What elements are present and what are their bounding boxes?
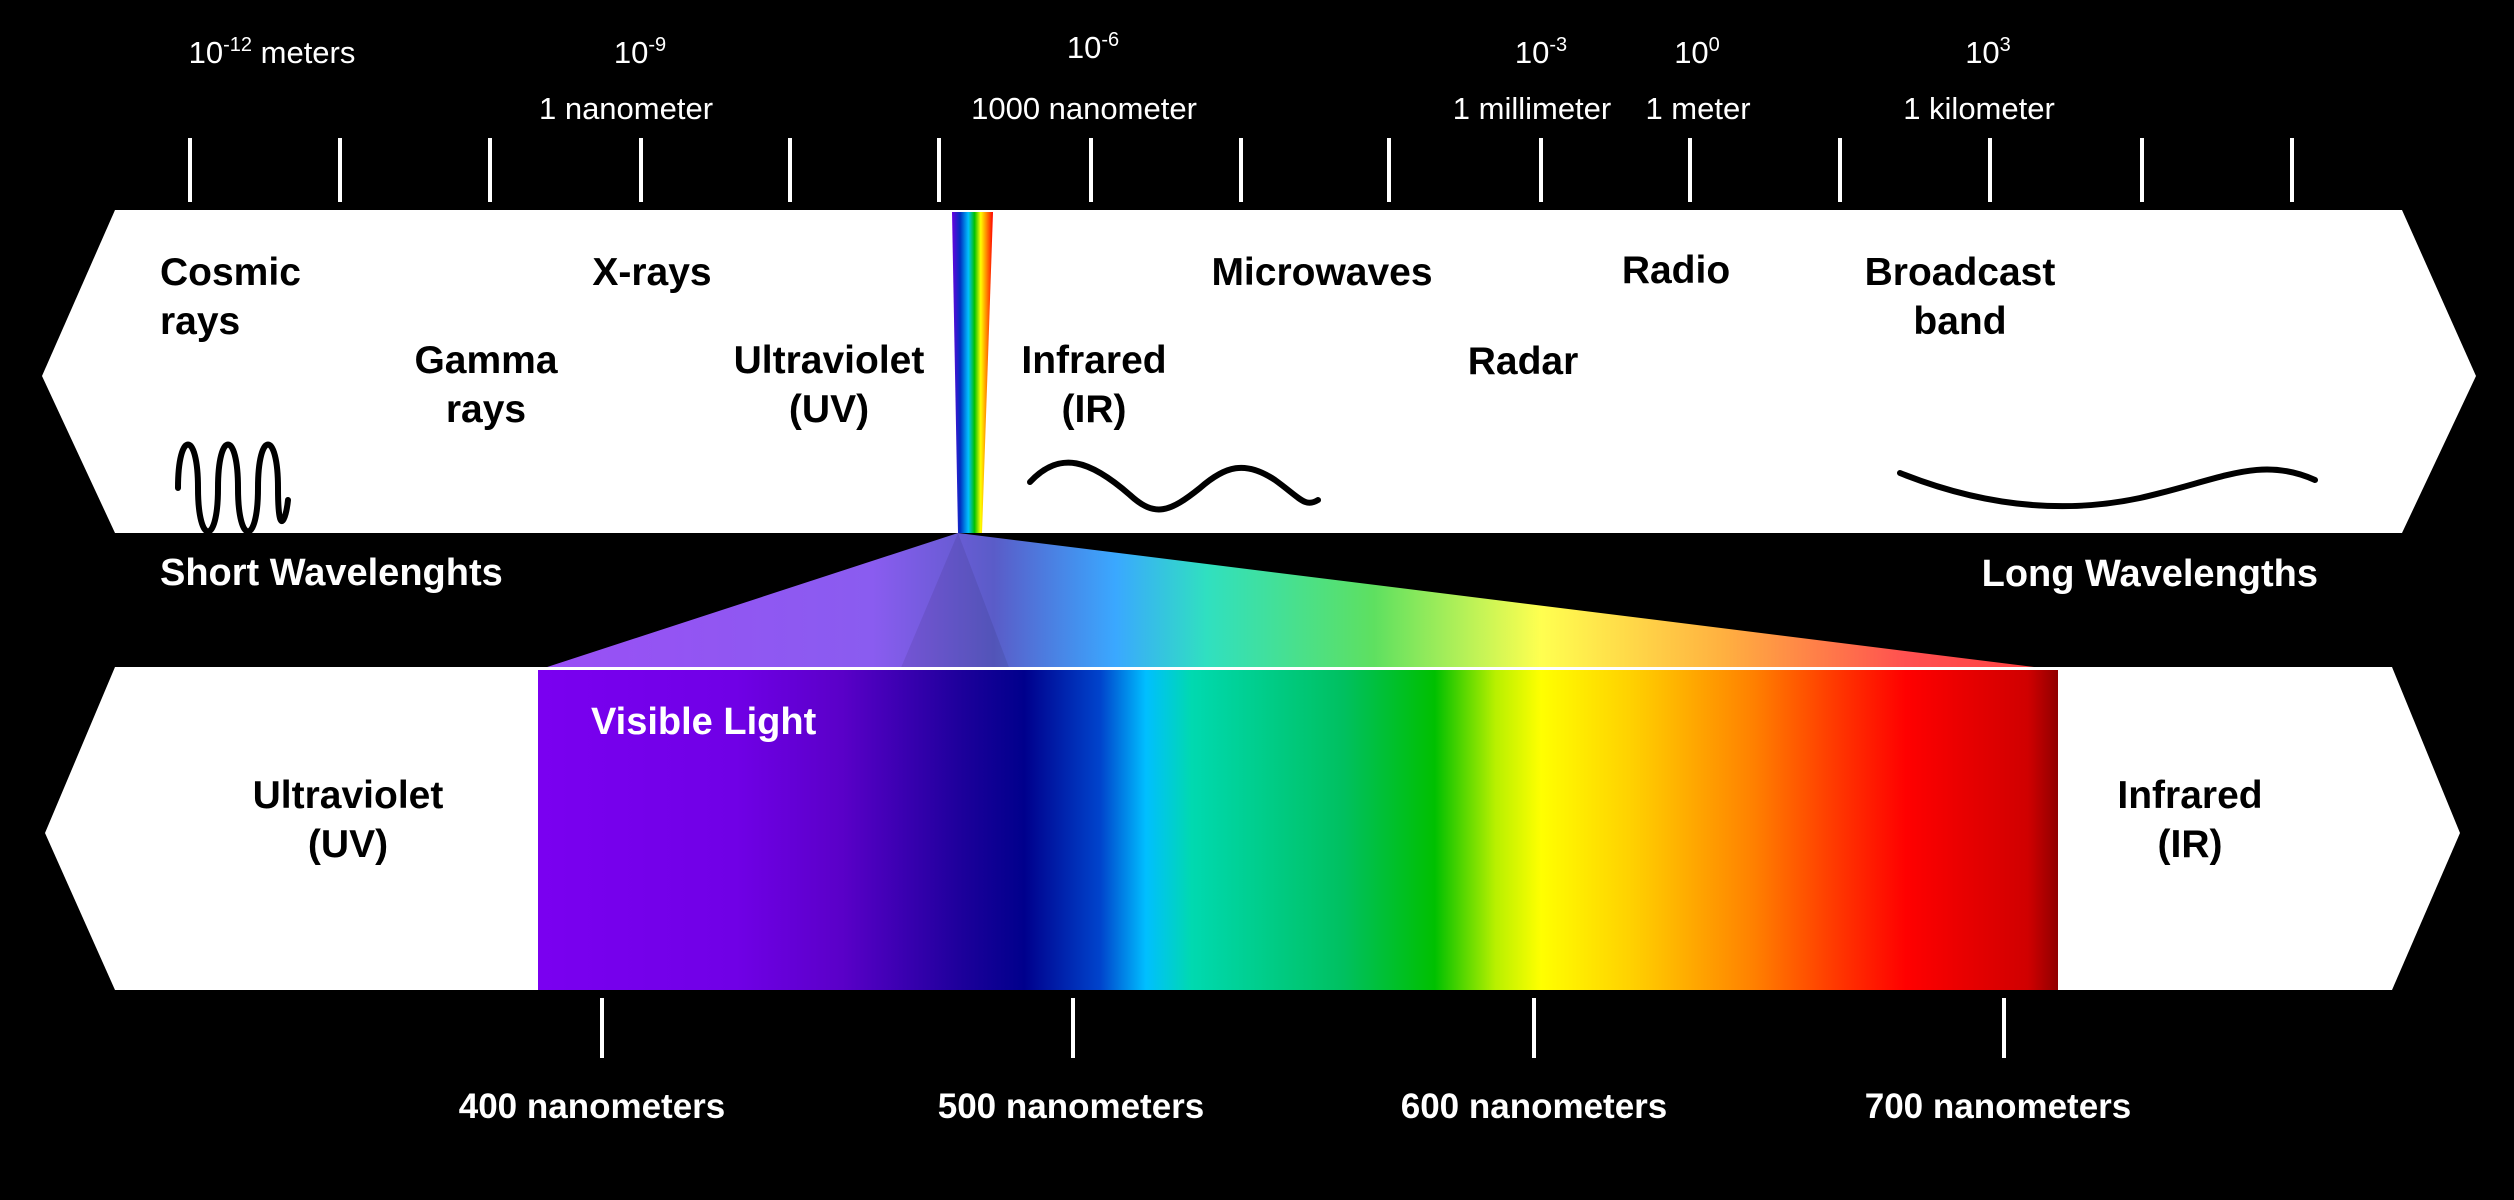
- label-cosmic-rays: Cosmic rays: [160, 251, 301, 343]
- scale-label-1000-nanometer: 1000 nanometer: [971, 91, 1197, 126]
- label-x-rays: X-rays: [592, 251, 711, 294]
- medium-wave-icon: [1027, 459, 1321, 513]
- scale-label-1e0: 100: [1674, 34, 1720, 70]
- visible-ir-label: Infrared (IR): [2117, 774, 2262, 866]
- visible-light-title: Visible Light: [591, 701, 817, 743]
- spectrum-fan-shade: [900, 533, 1010, 670]
- long-wave-icon: [1897, 466, 2318, 510]
- short-wave-icon: [175, 441, 291, 535]
- scale-label-kilometer: 1 kilometer: [1903, 91, 2055, 126]
- nanometer-ticks: [600, 998, 2006, 1058]
- visible-beam: [952, 212, 993, 533]
- label-radio: Radio: [1622, 249, 1730, 292]
- nm-label-400: 400 nanometers: [459, 1087, 726, 1126]
- spectrum-band: [42, 210, 2476, 533]
- scale-label-1e-6: 10-6: [1067, 29, 1119, 65]
- spectrum-fan: [538, 533, 2058, 670]
- visible-spectrum-gradient: [538, 670, 2058, 990]
- band-labels: Cosmic rays Gamma rays X-rays Ultraviolet(…: [160, 249, 2055, 431]
- nm-label-700: 700 nanometers: [1865, 1087, 2132, 1126]
- nm-label-600: 600 nanometers: [1401, 1087, 1668, 1126]
- scale-label-millimeter: 1 millimeter: [1453, 91, 1611, 126]
- label-ultraviolet: Ultraviolet (UV): [734, 339, 925, 431]
- nm-label-500: 500 nanometers: [938, 1087, 1205, 1126]
- scale-label-1e-12: 10-12 meters: [189, 34, 356, 70]
- scale-label-meter: 1 meter: [1645, 91, 1750, 126]
- long-wavelengths-label: Long Wavelengths: [1982, 553, 2318, 595]
- label-microwaves: Microwaves: [1211, 251, 1432, 294]
- scale-label-1e-3: 10-3: [1515, 34, 1567, 70]
- scale-label-1e3: 103: [1965, 34, 2011, 70]
- scale-label-1e-9: 10-9: [614, 34, 666, 70]
- scale-label-nanometer: 1 nanometer: [539, 91, 713, 126]
- top-scale-ticks: [188, 138, 2294, 202]
- label-radar: Radar: [1468, 340, 1579, 383]
- label-gamma-rays: Gamma rays: [414, 339, 557, 431]
- visible-uv-label: Ultraviolet (UV): [253, 774, 444, 866]
- label-broadcast-band: Broadcast band: [1865, 251, 2056, 343]
- label-infrared: Infrared (IR): [1021, 339, 1166, 431]
- short-wavelengths-label: Short Wavelenghts: [160, 552, 503, 594]
- top-scale-labels: 10-12 meters 10-9 1 nanometer 10-6 1000 …: [189, 29, 2055, 126]
